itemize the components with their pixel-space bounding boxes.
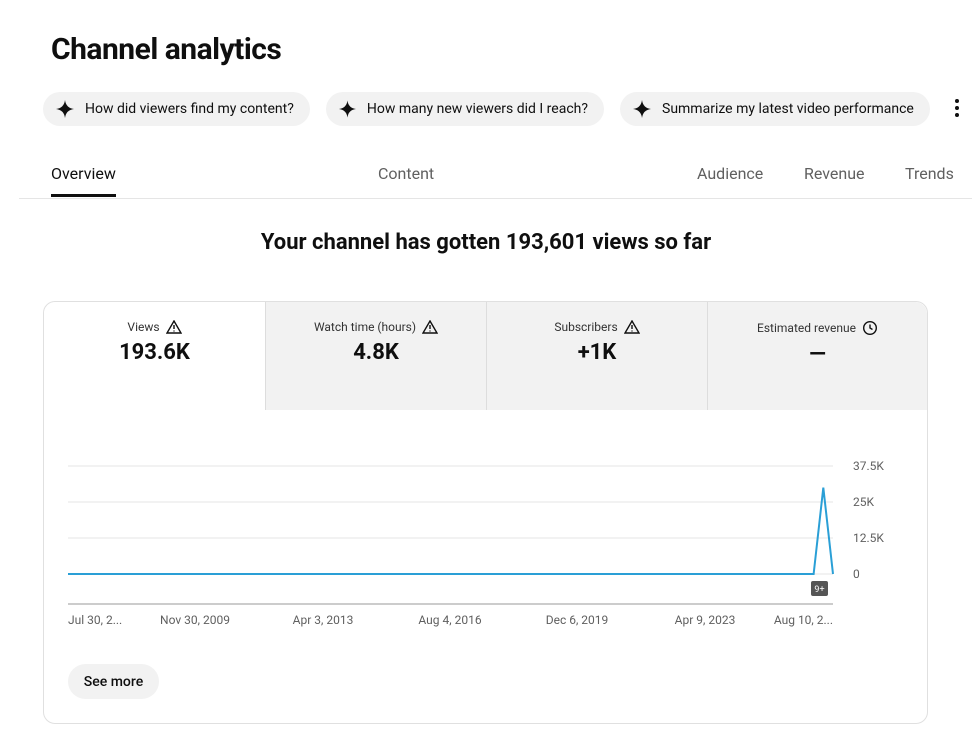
chip-label: How many new viewers did I reach? <box>366 101 588 117</box>
x-tick-label: Aug 4, 2016 <box>418 613 481 627</box>
chip[interactable]: How many new viewers did I reach? <box>326 92 604 126</box>
y-tick-label: 25K <box>853 495 874 509</box>
metric[interactable]: Subscribers +1K <box>486 302 707 410</box>
metric-value: +1K <box>577 340 617 365</box>
x-tick-label: Jul 30, 2... <box>68 613 122 627</box>
tab[interactable]: Trends <box>905 164 954 183</box>
y-tick-label: 0 <box>853 567 860 581</box>
metric-value: — <box>809 342 826 367</box>
x-tick-label: Aug 10, 2... <box>774 613 833 627</box>
metric-value: 193.6K <box>119 340 190 365</box>
more-icon[interactable] <box>951 97 963 121</box>
card <box>43 301 928 724</box>
divider <box>19 198 972 199</box>
see-more-button[interactable]: See more <box>68 664 159 699</box>
y-tick-label: 12.5K <box>853 531 884 545</box>
x-tick-label: Apr 3, 2013 <box>293 613 354 627</box>
y-tick-label: 37.5K <box>853 459 884 473</box>
metric-label: Estimated revenue <box>757 321 856 335</box>
tab-underline <box>51 194 116 197</box>
chip-label: Summarize my latest video performance <box>662 101 914 117</box>
metric-label: Watch time (hours) <box>313 320 417 334</box>
chip[interactable]: Summarize my latest video performance <box>620 92 930 126</box>
headline: Your channel has gotten 193,601 views so… <box>260 230 712 255</box>
x-tick-label: Dec 6, 2019 <box>546 613 609 627</box>
tab[interactable]: Revenue <box>804 164 865 183</box>
page-title: Channel analytics <box>51 32 282 67</box>
metric[interactable]: Views 193.6K <box>44 302 265 410</box>
chip[interactable]: How did viewers find my content? <box>43 92 310 126</box>
data-line <box>68 487 834 575</box>
x-tick-label: Nov 30, 2009 <box>160 613 230 627</box>
tab[interactable]: Overview <box>51 164 116 183</box>
tab[interactable]: Content <box>378 164 435 183</box>
metric[interactable]: Watch time (hours) 4.8K <box>265 302 486 410</box>
tab[interactable]: Audience <box>697 164 764 183</box>
metric-label: Views <box>127 320 160 334</box>
badge-label: 9+ <box>814 585 824 595</box>
badge <box>811 581 828 596</box>
metric-label: Subscribers <box>554 320 618 334</box>
metric-value: 4.8K <box>353 340 399 365</box>
x-tick-label: Apr 9, 2023 <box>675 613 736 627</box>
metric[interactable]: Estimated revenue — <box>707 302 927 410</box>
chip-label: How did viewers find my content? <box>85 101 294 117</box>
